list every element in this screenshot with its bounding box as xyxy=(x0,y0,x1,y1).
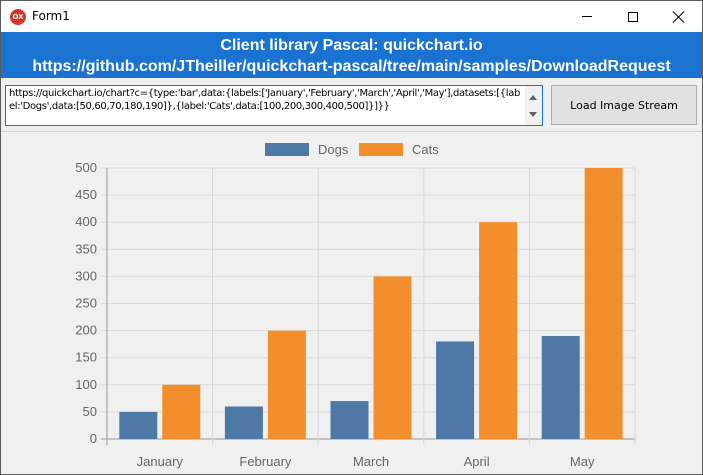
scroll-up-icon[interactable] xyxy=(529,95,537,100)
bar-cats-january xyxy=(162,384,201,439)
bar-dogs-april xyxy=(436,341,475,439)
y-tick-label: 350 xyxy=(75,241,97,256)
x-tick-label: March xyxy=(353,454,389,469)
chart-url-memo[interactable]: https://quickchart.io/chart?c={type:'bar… xyxy=(5,85,543,126)
y-tick-label: 0 xyxy=(90,431,97,446)
legend-label-cats: Cats xyxy=(412,142,439,157)
bar-cats-april xyxy=(479,222,518,439)
bar-dogs-january xyxy=(119,411,158,439)
bar-dogs-february xyxy=(224,406,263,439)
bar-cats-february xyxy=(267,330,306,439)
close-button[interactable] xyxy=(656,1,702,32)
bar-cats-march xyxy=(373,276,412,439)
maximize-button[interactable] xyxy=(610,1,656,32)
x-tick-label: April xyxy=(464,454,490,469)
header-banner: Client library Pascal: quickchart.io htt… xyxy=(1,32,702,78)
banner-repo-url: https://github.com/JTheiller/quickchart-… xyxy=(32,58,671,75)
bar-dogs-march xyxy=(330,401,369,439)
window-title: Form1 xyxy=(32,9,70,23)
scroll-down-icon[interactable] xyxy=(529,112,537,117)
bar-cats-may xyxy=(584,168,623,439)
y-tick-label: 450 xyxy=(75,187,97,202)
y-tick-label: 500 xyxy=(75,160,97,175)
x-tick-label: January xyxy=(137,454,184,469)
minimize-icon xyxy=(582,16,592,17)
chart-image: 0 50 100 150 200 250 300 350 400 450 500 January Feb… xyxy=(1,132,702,474)
maximize-icon xyxy=(628,11,638,22)
banner-title: Client library Pascal: quickchart.io xyxy=(220,37,483,54)
app-icon: OX xyxy=(10,9,26,25)
legend-swatch-dogs xyxy=(265,143,309,156)
y-tick-label: 150 xyxy=(75,350,97,365)
y-tick-label: 250 xyxy=(75,296,97,311)
minimize-button[interactable] xyxy=(564,1,610,32)
y-tick-label: 300 xyxy=(75,268,97,283)
request-panel: https://quickchart.io/chart?c={type:'bar… xyxy=(1,78,702,132)
legend-swatch-cats xyxy=(359,143,403,156)
x-tick-label: February xyxy=(239,454,292,469)
close-icon xyxy=(673,11,685,23)
legend-label-dogs: Dogs xyxy=(318,142,349,157)
chart-url-text: https://quickchart.io/chart?c={type:'bar… xyxy=(9,88,520,112)
y-tick-label: 100 xyxy=(75,377,97,392)
bar-dogs-may xyxy=(541,336,580,439)
x-tick-label: May xyxy=(570,454,595,469)
bar-chart: 0 50 100 150 200 250 300 350 400 450 500 January Feb… xyxy=(75,142,636,469)
y-tick-label: 400 xyxy=(75,214,97,229)
title-bar[interactable]: OX Form1 xyxy=(1,1,702,32)
y-tick-label: 200 xyxy=(75,323,97,338)
url-scrollbar[interactable] xyxy=(525,86,542,125)
load-image-stream-button[interactable]: Load Image Stream xyxy=(551,85,697,125)
y-tick-label: 50 xyxy=(83,404,97,419)
